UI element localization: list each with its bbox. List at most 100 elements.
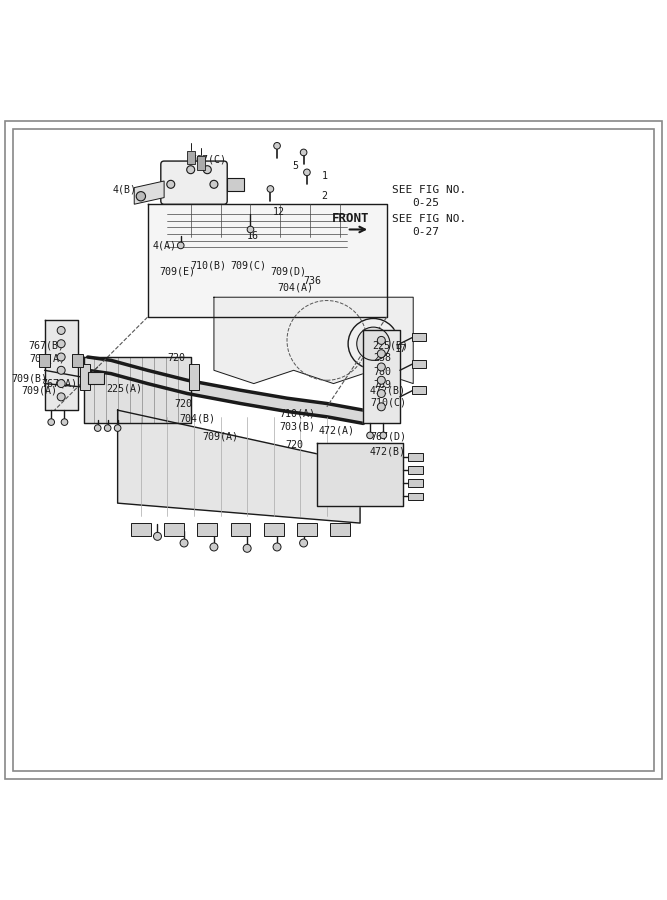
Polygon shape — [364, 330, 400, 423]
Text: 720: 720 — [174, 399, 192, 409]
Circle shape — [348, 319, 399, 369]
Circle shape — [273, 543, 281, 551]
Circle shape — [104, 425, 111, 431]
Circle shape — [380, 432, 387, 438]
Circle shape — [378, 403, 386, 410]
Circle shape — [267, 185, 273, 193]
Circle shape — [61, 418, 68, 426]
Text: 709(C): 709(C) — [231, 260, 267, 270]
Text: 4(B): 4(B) — [113, 184, 137, 194]
Circle shape — [136, 192, 145, 201]
Bar — [412, 333, 426, 341]
Circle shape — [57, 366, 65, 374]
Bar — [231, 523, 251, 536]
Bar — [408, 492, 422, 500]
Bar — [263, 523, 283, 536]
Circle shape — [210, 543, 218, 551]
Polygon shape — [117, 410, 360, 523]
Text: 5: 5 — [292, 161, 298, 171]
Circle shape — [57, 353, 65, 361]
Text: 704(A): 704(A) — [277, 283, 313, 293]
Text: 472(A): 472(A) — [319, 425, 355, 435]
Text: 12: 12 — [272, 207, 284, 217]
Bar — [73, 354, 83, 367]
Bar — [408, 479, 422, 487]
Circle shape — [177, 242, 184, 248]
Circle shape — [94, 425, 101, 431]
Text: 780: 780 — [374, 366, 392, 376]
Text: 225(B): 225(B) — [372, 340, 408, 350]
Circle shape — [378, 390, 386, 398]
Circle shape — [299, 539, 307, 547]
Bar — [297, 523, 317, 536]
Text: 710(B): 710(B) — [191, 260, 227, 270]
Circle shape — [273, 142, 280, 149]
Bar — [408, 466, 422, 474]
Text: 17: 17 — [395, 344, 407, 354]
Text: 709(B): 709(B) — [11, 374, 47, 383]
Text: 709(A): 709(A) — [21, 385, 57, 395]
Circle shape — [357, 327, 390, 360]
Circle shape — [247, 226, 253, 233]
Text: 709(A): 709(A) — [202, 432, 238, 442]
Text: 709(E): 709(E) — [159, 267, 195, 277]
Text: 720: 720 — [285, 440, 303, 450]
Polygon shape — [214, 297, 414, 383]
Polygon shape — [45, 320, 78, 410]
Text: 769: 769 — [374, 380, 392, 390]
Text: 0-27: 0-27 — [412, 227, 439, 237]
Circle shape — [57, 327, 65, 335]
Text: 710(C): 710(C) — [370, 397, 406, 407]
Bar — [197, 523, 217, 536]
Text: 225(A): 225(A) — [106, 384, 142, 394]
Circle shape — [114, 425, 121, 431]
Bar — [412, 360, 426, 367]
Circle shape — [48, 418, 55, 426]
Text: SEE FIG NO.: SEE FIG NO. — [392, 214, 466, 224]
Bar — [412, 386, 426, 394]
Text: 2: 2 — [321, 192, 327, 202]
Text: 704(B): 704(B) — [179, 413, 215, 423]
Bar — [39, 354, 50, 367]
Circle shape — [203, 166, 211, 174]
Text: 767(B): 767(B) — [28, 340, 64, 350]
Bar — [189, 364, 199, 391]
Polygon shape — [317, 444, 404, 507]
Circle shape — [210, 180, 218, 188]
Text: 736: 736 — [303, 275, 321, 285]
Text: 703(A): 703(A) — [29, 354, 65, 364]
Circle shape — [300, 149, 307, 156]
Circle shape — [378, 376, 386, 384]
Circle shape — [57, 339, 65, 347]
Text: 767(A): 767(A) — [41, 379, 77, 389]
Bar — [164, 523, 184, 536]
Circle shape — [303, 169, 310, 176]
Circle shape — [378, 350, 386, 357]
Circle shape — [378, 363, 386, 371]
Polygon shape — [85, 357, 191, 423]
Bar — [187, 151, 195, 165]
Bar — [131, 523, 151, 536]
Text: 4(A): 4(A) — [153, 240, 177, 250]
Circle shape — [167, 180, 175, 188]
Text: 472(B): 472(B) — [370, 385, 406, 395]
Text: 720: 720 — [167, 354, 185, 364]
Text: 238: 238 — [374, 354, 392, 364]
Text: 710(A): 710(A) — [279, 409, 315, 419]
Bar — [197, 157, 205, 170]
Text: 1: 1 — [321, 171, 327, 181]
Circle shape — [378, 337, 386, 345]
Circle shape — [57, 380, 65, 388]
Circle shape — [367, 432, 374, 438]
Text: 0-25: 0-25 — [412, 198, 439, 208]
Text: 767(D): 767(D) — [370, 432, 406, 442]
Circle shape — [180, 539, 188, 547]
Text: FRONT: FRONT — [332, 212, 370, 225]
Text: 767(C): 767(C) — [191, 154, 227, 164]
Polygon shape — [134, 181, 164, 204]
Circle shape — [243, 544, 251, 553]
FancyBboxPatch shape — [161, 161, 227, 204]
Bar — [88, 372, 104, 383]
Bar — [408, 453, 422, 461]
Circle shape — [57, 393, 65, 400]
